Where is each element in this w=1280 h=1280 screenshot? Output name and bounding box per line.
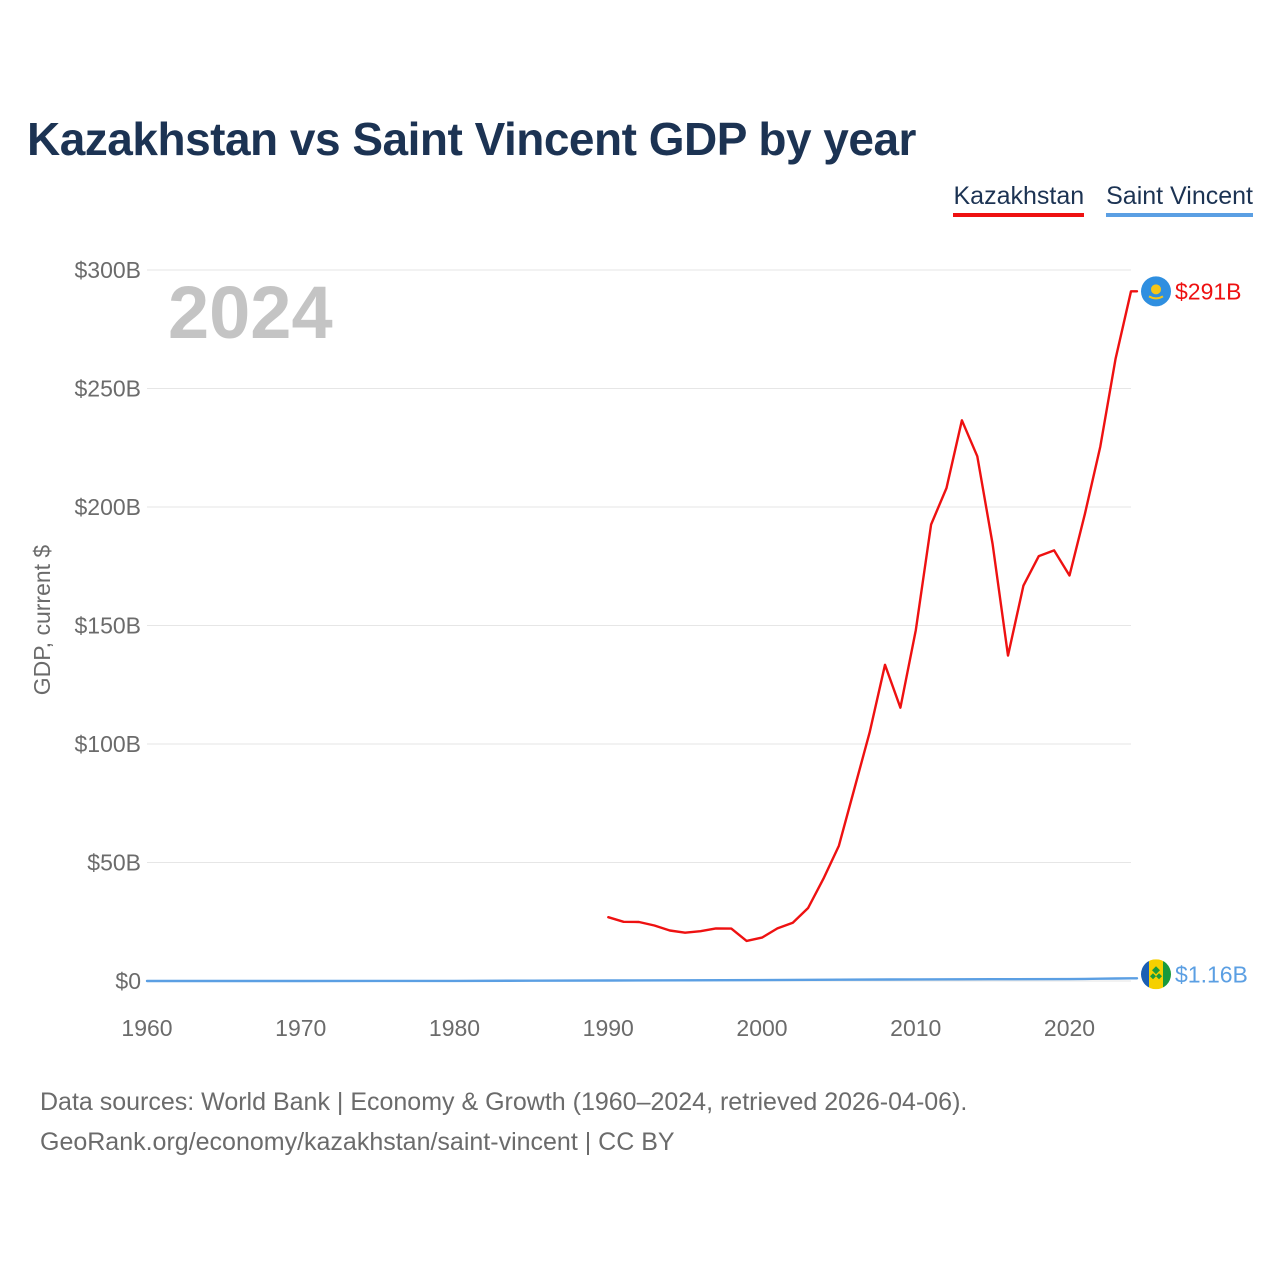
source-note: Data sources: World Bank | Economy & Gro… <box>40 1082 967 1162</box>
year-watermark: 2024 <box>168 271 333 354</box>
chart-title: Kazakhstan vs Saint Vincent GDP by year <box>27 113 916 165</box>
source-line-1: Data sources: World Bank | Economy & Gro… <box>40 1088 968 1116</box>
x-tick-label: 2000 <box>736 1015 787 1041</box>
saint-vincent-flag-icon <box>1141 959 1171 990</box>
y-axis-label: GDP, current $ <box>29 545 55 696</box>
y-tick-label: $0 <box>115 968 141 994</box>
end-value-label: $1.16B <box>1175 961 1248 987</box>
x-tick-label: 1970 <box>275 1015 326 1041</box>
x-tick-label: 1960 <box>121 1015 172 1041</box>
y-tick-label: $200B <box>74 494 141 520</box>
series-line-kazakhstan <box>607 290 1139 943</box>
y-tick-label: $150B <box>74 613 141 639</box>
end-labels: $291B $1.16B <box>1141 276 1248 990</box>
source-line-2: GeoRank.org/economy/kazakhstan/saint-vin… <box>40 1128 675 1156</box>
y-axis-ticks: $0 $50B $100B $150B $200B $250B $300B <box>74 257 141 994</box>
series-layer <box>145 290 1139 983</box>
x-tick-label: 1990 <box>583 1015 634 1041</box>
legend-item-saint-vincent[interactable]: Saint Vincent <box>1106 182 1253 217</box>
x-tick-label: 2020 <box>1044 1015 1095 1041</box>
line-chart: 2024 $0 $50B $100B $150B $200B $250B $300B 196… <box>29 257 1248 1041</box>
y-tick-label: $250B <box>74 376 141 402</box>
x-tick-label: 2010 <box>890 1015 941 1041</box>
y-tick-label: $50B <box>87 850 141 876</box>
gridlines <box>147 269 1131 982</box>
legend-item-kazakhstan[interactable]: Kazakhstan <box>953 182 1085 217</box>
x-axis-ticks: 1960 1970 1980 1990 2000 2010 2020 <box>121 1015 1095 1041</box>
end-value-label: $291B <box>1175 278 1242 304</box>
y-tick-label: $100B <box>74 731 141 757</box>
legend: Kazakhstan Saint Vincent <box>953 182 1253 217</box>
y-tick-label: $300B <box>74 257 141 283</box>
x-tick-label: 1980 <box>429 1015 480 1041</box>
kazakhstan-flag-icon <box>1141 276 1171 307</box>
series-line-saint-vincent <box>145 977 1139 983</box>
